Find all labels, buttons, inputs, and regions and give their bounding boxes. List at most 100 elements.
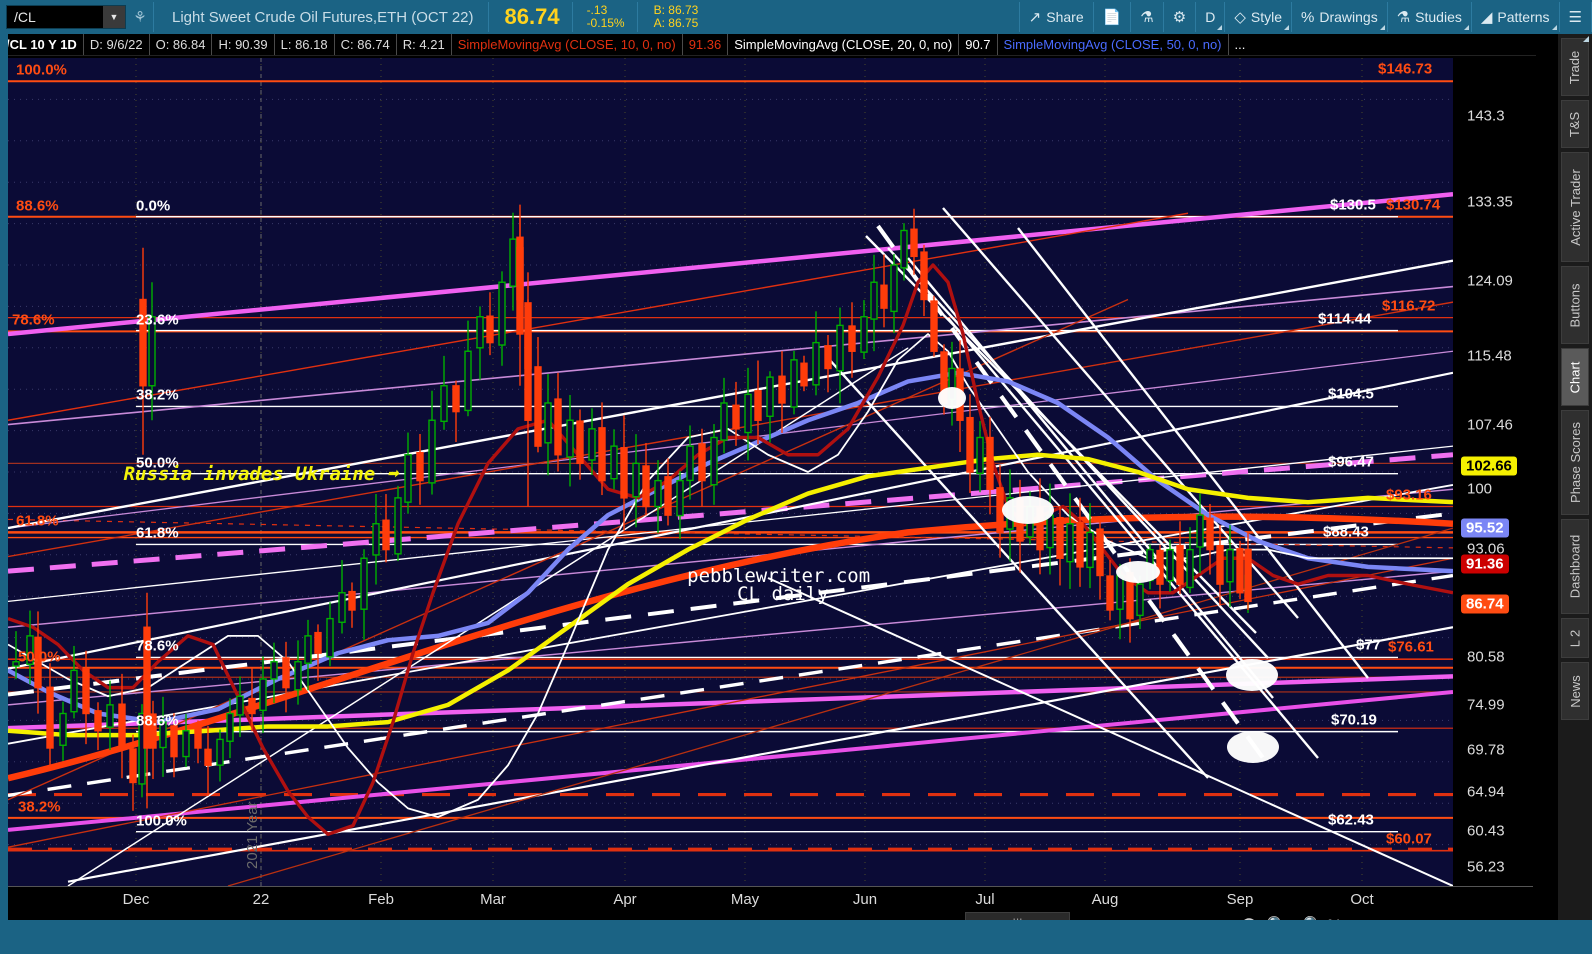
year-gridline-label: 2021 Year — [244, 801, 261, 870]
study-sma50-label[interactable]: SimpleMovingAvg (CLOSE, 50, 0, no) — [998, 34, 1229, 55]
sidebar-tab-label: Trade — [1567, 50, 1583, 84]
price-axis[interactable]: 143.3 133.35 124.09 115.48 107.46 100 93.06 80.… — [1453, 58, 1533, 886]
ohlc-close: C: 86.74 — [335, 34, 397, 55]
time-axis-tick: Jun — [852, 891, 878, 908]
fib-inner-label: 88.6% — [136, 712, 179, 730]
fib-left-label: 38.2% — [18, 798, 61, 816]
time-axis-tick: Aug — [1091, 891, 1119, 908]
price-level-label: $116.72 — [1382, 297, 1436, 315]
timeframe-label: D — [1205, 9, 1216, 25]
price-level-label: $70.19 — [1331, 711, 1377, 729]
sidebar-tab-buttons[interactable]: Buttons — [1561, 266, 1589, 344]
fib-left-label: 78.6% — [12, 311, 55, 329]
drawings-button[interactable]: % Drawings — [1291, 2, 1387, 32]
study-sma10-label[interactable]: SimpleMovingAvg (CLOSE, 10, 0, no) — [452, 34, 683, 55]
price-level-label: $146.73 — [1378, 60, 1433, 78]
percent-icon: % — [1301, 8, 1315, 26]
sidebar-tab-news[interactable]: News — [1561, 662, 1589, 720]
bid-value: B: 86.73 — [653, 2, 699, 17]
fib-inner-label: 50.0% — [136, 454, 179, 472]
sidebar-tab-label: Buttons — [1567, 282, 1583, 328]
time-axis[interactable]: Dec 22 Feb Mar Apr May Jun Jul Aug Sep Oct — [8, 886, 1533, 916]
price-axis-tick: 56.23 — [1467, 858, 1505, 876]
study-sma10-value: 91.36 — [683, 34, 729, 55]
sidebar-tab-chart[interactable]: Chart — [1561, 348, 1589, 406]
sidebar-tab-l-2[interactable]: L 2 — [1561, 618, 1589, 658]
fib-inner-label: 61.8% — [136, 524, 179, 542]
fib-left-label: 50.0% — [18, 648, 61, 666]
ohlc-range: R: 4.21 — [397, 34, 452, 55]
price-axis-tick: 133.35 — [1467, 193, 1513, 211]
study-overflow: ... — [1234, 37, 1246, 52]
price-level-label: $88.43 — [1323, 523, 1369, 541]
fib-inner-label: 23.6% — [136, 311, 179, 329]
time-axis-tick: Sep — [1226, 891, 1254, 908]
sidebar-tab-dashboard[interactable]: Dashboard — [1561, 519, 1589, 614]
price-axis-tick: 124.09 — [1467, 272, 1513, 290]
chart-plot-area[interactable]: 100.0% 88.6% 78.6% 61.8% 50.0% 38.2% 0.0% 23.6%… — [8, 58, 1453, 886]
price-axis-tick: 115.48 — [1467, 347, 1512, 365]
ohlc-low: L: 86.18 — [275, 34, 335, 55]
symbol-input[interactable]: /CL ▼ — [6, 5, 126, 29]
change-percent: -0.15% — [586, 16, 625, 30]
ohlc-high: H: 90.39 — [212, 34, 275, 55]
note-info-icon: 📄 — [1102, 9, 1122, 26]
price-axis-tick: 74.99 — [1467, 696, 1505, 714]
fib-inner-label: 38.2% — [136, 386, 179, 404]
price-level-label: $76.61 — [1388, 638, 1434, 656]
timeframe-button[interactable]: D — [1195, 2, 1224, 32]
symbol-value: /CL — [14, 9, 36, 25]
price-axis-tick: 93.06 — [1467, 540, 1505, 558]
note-button[interactable]: 📄 — [1092, 2, 1131, 32]
divider — [487, 2, 489, 32]
price-level-label: $93.16 — [1386, 486, 1432, 503]
sidebar-tab-label: Chart — [1567, 361, 1583, 393]
instrument-name: Light Sweet Crude Oil Futures,ETH (OCT 2… — [172, 8, 474, 26]
sidebar-tab-trade[interactable]: Trade — [1561, 38, 1589, 96]
fib-inner-label: 0.0% — [136, 197, 171, 215]
fib-left-label: 88.6% — [16, 197, 59, 215]
flag-icon[interactable]: ⚘ — [133, 9, 147, 26]
price-level-label: $62.43 — [1328, 811, 1374, 829]
price-level-label: $96.47 — [1328, 453, 1374, 471]
patterns-button[interactable]: ◢ Patterns — [1470, 2, 1559, 32]
sidebar-tab-active-trader[interactable]: Active Trader — [1561, 152, 1589, 262]
time-axis-tick: May — [730, 891, 760, 908]
right-sidebar: Trade T&S Active Trader Buttons Chart Phase S… — [1558, 34, 1592, 920]
sidebar-tab-t-s[interactable]: T&S — [1561, 100, 1589, 148]
studies-button[interactable]: ⚗ Studies — [1386, 2, 1471, 32]
share-button[interactable]: ↗ Share — [1018, 2, 1093, 32]
settings-button[interactable]: ⚙ — [1162, 2, 1195, 32]
study-sma20-value: 90.7 — [959, 34, 998, 55]
price-level-label: $104.5 — [1328, 385, 1374, 403]
sidebar-tab-label: T&S — [1567, 111, 1583, 137]
share-label: Share — [1046, 9, 1084, 25]
caret-down-icon[interactable]: ▼ — [103, 6, 125, 28]
change-absolute: -.13 — [586, 2, 608, 17]
left-blue-strip — [0, 34, 8, 920]
price-level-label: $130.74 — [1386, 196, 1441, 214]
study-sma20-label[interactable]: SimpleMovingAvg (CLOSE, 20, 0, no) — [728, 34, 960, 55]
studies-quick-button[interactable]: ⚗ — [1130, 2, 1162, 32]
style-button[interactable]: ◇ Style — [1224, 2, 1291, 32]
price-level-label: $130.5 — [1330, 196, 1376, 214]
price-change: -.13 -0.15% — [586, 2, 625, 31]
sidebar-tab-phase-scores[interactable]: Phase Scores — [1561, 410, 1589, 515]
fib-inner-label: 78.6% — [136, 637, 179, 655]
ask-value: A: 86.75 — [653, 16, 699, 30]
sidebar-tab-label: L 2 — [1567, 629, 1583, 647]
price-axis-tick: 107.46 — [1467, 416, 1513, 434]
bid-ask: B: 86.73 A: 86.75 — [653, 2, 699, 31]
time-axis-tick: Oct — [1350, 891, 1374, 908]
ohlc-date: D: 9/6/22 — [84, 34, 150, 55]
flask-icon: ⚗ — [1140, 9, 1154, 26]
ohlc-open: O: 86.84 — [150, 34, 213, 55]
chart-toolbar: ↗ Share 📄 ⚗ ⚙ D ◇ Style % Drawings — [1018, 0, 1592, 34]
gear-icon: ⚙ — [1172, 9, 1187, 26]
sidebar-caret-icon[interactable] — [1577, 36, 1589, 42]
drawings-label: Drawings — [1319, 9, 1378, 25]
style-label: Style — [1250, 9, 1282, 25]
menu-button[interactable]: ☰ — [1558, 2, 1592, 32]
price-level-label: $77 — [1356, 636, 1382, 654]
sidebar-tab-label: News — [1567, 674, 1583, 708]
